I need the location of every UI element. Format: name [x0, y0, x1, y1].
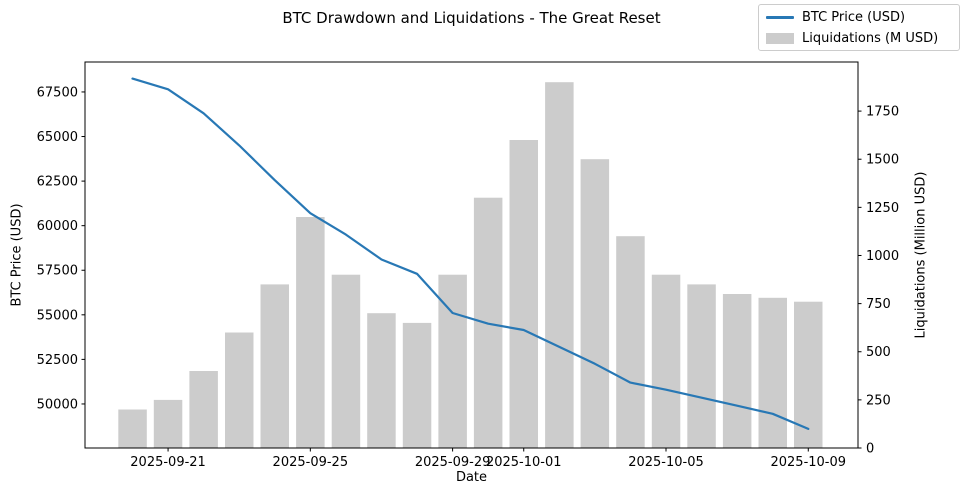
legend-item-label: Liquidations (M USD)	[802, 30, 939, 46]
liquidations-bar	[794, 301, 823, 448]
left-y-tick-label: 65000	[37, 130, 78, 145]
right-y-tick-label: 0	[866, 442, 874, 457]
liquidations-bar	[189, 371, 218, 448]
liquidations-bar	[118, 409, 147, 448]
liquidations-bar	[758, 297, 787, 448]
right-y-tick-label: 1750	[866, 105, 899, 120]
right-y-tick-label: 1250	[866, 201, 899, 216]
left-y-tick-label: 55000	[37, 308, 78, 323]
liquidations-bar	[331, 274, 361, 448]
left-y-tick-label: 62500	[37, 175, 78, 190]
liquidations-bar	[580, 159, 610, 448]
x-tick-label: 2025-10-05	[628, 455, 704, 470]
liquidations-bar	[367, 313, 396, 448]
x-tick-label: 2025-10-09	[770, 455, 846, 470]
legend-item-liquidations: Liquidations (M USD)	[759, 29, 959, 47]
legend: BTC Price (USD) Liquidations (M USD)	[758, 4, 960, 51]
x-axis-label: Date	[455, 470, 488, 485]
liquidations-bar	[687, 284, 716, 448]
x-tick-label: 2025-09-21	[130, 455, 206, 470]
right-y-tick-label: 750	[866, 297, 891, 312]
x-tick-label: 2025-09-29	[415, 455, 491, 470]
right-y-tick-label: 500	[866, 345, 891, 360]
liquidations-bar	[651, 274, 681, 448]
liquidations-bar	[260, 284, 289, 448]
left-y-tick-label: 52500	[37, 353, 78, 368]
left-y-tick-label: 57500	[37, 264, 78, 279]
legend-item-label: BTC Price (USD)	[802, 9, 906, 25]
liquidations-bar	[722, 294, 752, 448]
right-y-tick-label: 1500	[866, 153, 899, 168]
left-y-tick-label: 67500	[37, 85, 78, 100]
liquidations-bar	[225, 332, 254, 448]
liquidations-bar	[402, 322, 432, 448]
left-y-tick-label: 60000	[37, 219, 78, 234]
liquidations-bar	[296, 217, 325, 448]
legend-item-btc-price: BTC Price (USD)	[759, 8, 959, 26]
legend-line-swatch	[766, 15, 794, 19]
liquidations-bar	[545, 82, 574, 448]
right-y-tick-label: 1000	[866, 249, 899, 264]
x-tick-label: 2025-09-25	[273, 455, 349, 470]
legend-bar-swatch	[766, 32, 794, 44]
btc-price-line	[131, 77, 810, 430]
liquidations-bar	[153, 399, 183, 448]
left-y-tick-label: 50000	[37, 397, 78, 412]
x-tick-label: 2025-10-01	[486, 455, 562, 470]
liquidations-bar	[616, 236, 645, 448]
liquidations-bar	[509, 140, 538, 448]
right-y-tick-label: 250	[866, 393, 891, 408]
chart-title: BTC Drawdown and Liquidations - The Grea…	[282, 9, 661, 27]
